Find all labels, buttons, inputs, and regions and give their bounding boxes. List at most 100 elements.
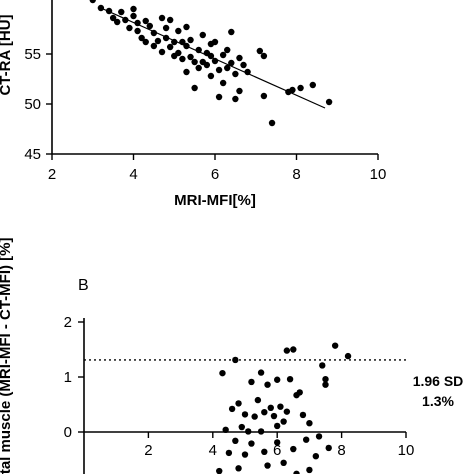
panel-b-data-point [312,453,320,460]
panel-b-data-point [241,411,249,418]
panel-a-data-point [187,53,194,61]
panel-a-data-point [150,42,158,50]
panel-a-x-axis-title: MRI-MFI[%] [174,192,256,209]
panel-b-data-point [302,436,310,443]
panel-a-data-point [126,24,133,32]
panel-a-data-point [154,37,162,45]
panel-b-data-point [245,428,252,435]
panel-a-data-point [175,27,182,35]
panel-a-data-point [130,5,137,13]
panel-a-data-point [191,58,198,66]
panel-a-data-point [134,27,141,35]
panel-a-data-point [228,59,235,67]
panel-b-data-point [232,356,239,364]
panel-a-data-point [256,47,264,55]
panel-a-data-point [114,18,121,26]
panel-a-data-point [195,46,202,54]
panel-a-x-tick-label: 2 [48,166,56,183]
panel-b-data-point [264,462,271,469]
panel-a-data-point [240,61,247,69]
panel-a-x-ticks: 2 4 6 8 10 [48,154,386,183]
panel-a-data-point [297,84,304,92]
panel-b-x-ticks: 2 4 6 8 10 [144,432,414,459]
panel-b-data-point [257,369,265,376]
panel-a-y-title-group: CT-RA [HU] [0,14,14,95]
panel-b-data-point [251,413,258,420]
panel-a-data-point [191,84,198,92]
panel-b-data-point [257,428,265,435]
panel-b-data-point [315,433,323,440]
panel-b-data-point [228,405,236,413]
panel-b-data-point [264,381,271,388]
panel-b-data-point [319,362,326,369]
panel-a-data-point [130,12,137,20]
panel-a-data-point [166,43,174,51]
panel-a-data-point [162,34,170,42]
panel-b-data-point [283,347,291,354]
panel-a-data-point [122,16,129,24]
panel-b-sd-label: 1.96 SD [413,373,464,389]
panel-a-data-point [325,98,333,106]
panel-a-data-point [224,46,231,54]
panel-a-data-point [228,28,235,36]
panel-b-y-ticks: 0 1 2 [64,314,84,441]
panel-a-x-tick-label: 4 [129,166,137,183]
panel-a-data-point [268,119,276,127]
panel-b-data-point [235,400,242,407]
panel-b-data-point [280,459,287,466]
panel-b-data-point [296,389,303,396]
panel-a-data-point [138,34,145,42]
panel-a-data-point [260,92,268,100]
panel-b-data-point [290,445,297,453]
panel-a-data-point [146,22,153,30]
panel-a-data-point [224,64,231,72]
panel-b-x-tick-label: 10 [398,442,415,459]
panel-a-data-point [175,49,182,57]
panel-b-data-point [325,444,332,452]
panel-a-data-point [118,8,125,16]
panel-b-points [216,342,352,474]
panel-b-data-point [274,439,281,446]
panel-a-data-point [179,38,186,46]
panel-b-y-tick-label: 2 [64,314,72,331]
panel-a-data-point [195,64,202,72]
panel-a-data-point [183,68,190,76]
panel-a-y-tick-label: 45 [24,146,41,163]
panel-b-data-point [283,408,291,415]
panel-b-sd-value: 1.3% [422,393,454,409]
panel-a-data-point [236,54,243,62]
panel-b-data-point [267,404,274,411]
panel-a-y-ticks: 45 50 55 [24,46,52,163]
panel-b-x-tick-label: 4 [209,442,217,459]
panel-a-data-point [219,51,227,59]
panel-a-data-point [207,72,215,80]
panel-b-data-point [222,426,229,433]
panel-a-data-point [89,0,96,4]
panel-b-data-point [322,376,329,383]
panel-a-y-axis-title: CT-RA [HU] [0,14,14,95]
panel-b-data-point [261,409,268,416]
panel-b-data-point [344,352,352,360]
panel-b-data-point [254,396,262,404]
panel-a-data-point [97,4,105,12]
panel-b-x-tick-label: 6 [273,442,281,459]
panel-b-data-point [306,466,313,474]
panel-a-data-point [215,66,223,74]
panel-a-data-point [244,68,251,76]
panel-b-data-point [235,465,242,472]
panel-b-data-point [238,423,245,431]
panel-a-data-point [203,61,211,69]
panel-b-y-tick-label: 0 [64,424,72,441]
panel-a-data-point [162,24,170,32]
panel-a-data-point [183,42,190,50]
panel-b-data-point [219,369,226,377]
panel-a-data-point [179,55,186,63]
panel-b-y-title-group: etal muscle (MRI-MFI - CT-MFI) [%] [0,238,14,474]
panel-b-data-point [290,346,297,353]
panel-b-data-point [261,448,268,455]
panel-a-y-tick-label: 55 [24,46,41,63]
panel-b-data-point [248,378,255,386]
panel-b-data-point [293,470,300,474]
panel-a-data-point [109,14,117,22]
panel-a-data-point [158,48,166,56]
